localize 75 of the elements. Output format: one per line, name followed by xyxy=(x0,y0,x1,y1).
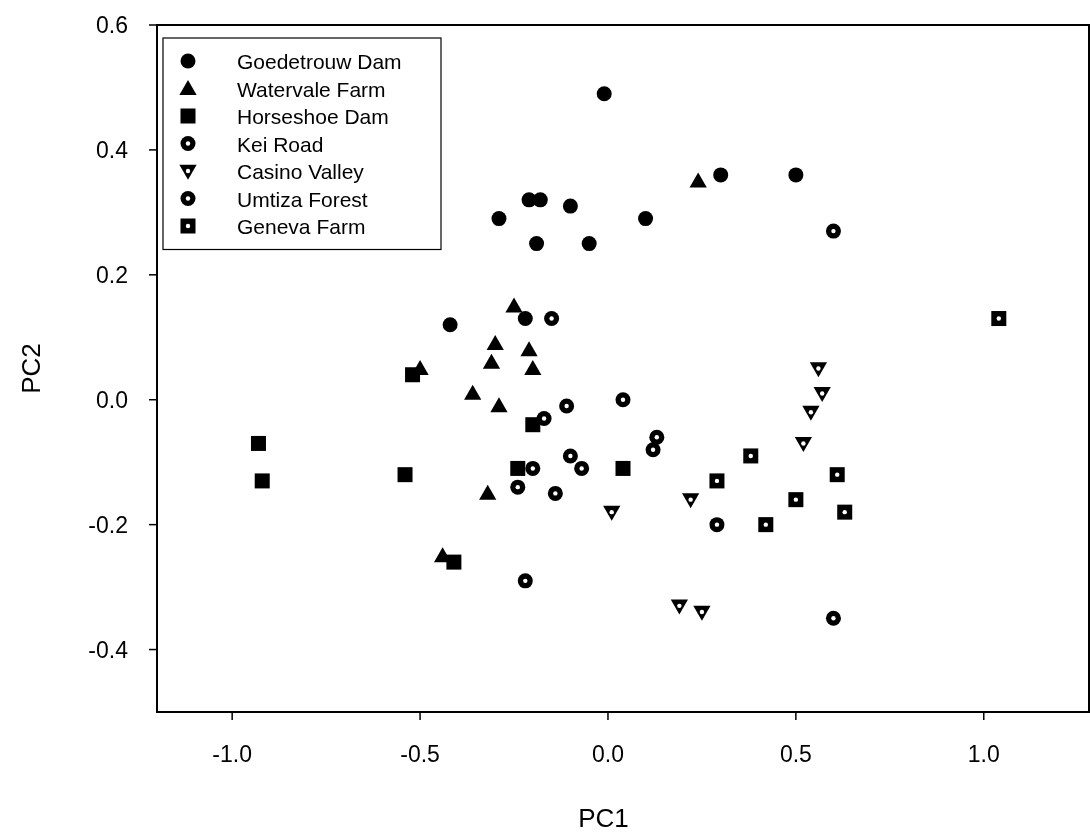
point xyxy=(536,410,552,426)
y-tick-label: 0.0 xyxy=(96,386,128,413)
y-tick-label: -0.4 xyxy=(88,636,129,663)
point xyxy=(529,236,545,252)
legend-label: Kei Road xyxy=(237,132,324,156)
point xyxy=(581,236,597,252)
point xyxy=(802,405,820,421)
legend-label: Horseshoe Dam xyxy=(237,105,389,128)
point xyxy=(562,448,578,464)
point xyxy=(505,297,523,313)
point xyxy=(250,435,266,451)
point xyxy=(825,610,841,626)
y-tick-label: 0.4 xyxy=(96,136,129,163)
x-axis-title: PC1 xyxy=(578,803,629,833)
point xyxy=(524,359,542,375)
point xyxy=(709,473,725,489)
point xyxy=(510,460,526,476)
point xyxy=(574,460,590,476)
point xyxy=(837,504,853,520)
x-tick-label: 1.0 xyxy=(967,741,1000,767)
legend-label: Geneva Farm xyxy=(237,215,366,238)
point xyxy=(510,479,526,495)
point xyxy=(559,398,575,414)
legend-label: Watervale Farm xyxy=(237,77,386,101)
point xyxy=(491,211,507,227)
point xyxy=(482,353,501,369)
point xyxy=(689,172,707,188)
point xyxy=(486,334,504,350)
legend-label: Casino Valley xyxy=(237,160,365,183)
x-tick-label: -1.0 xyxy=(212,741,252,767)
point xyxy=(615,460,631,476)
point xyxy=(813,387,831,403)
point xyxy=(788,167,804,183)
point xyxy=(442,317,458,333)
point xyxy=(405,367,421,383)
y-tick-label: 0.2 xyxy=(96,261,128,288)
point xyxy=(615,392,631,408)
point xyxy=(490,397,508,413)
point xyxy=(525,417,541,433)
point xyxy=(464,384,482,400)
point xyxy=(638,211,654,227)
point xyxy=(446,554,462,570)
point xyxy=(758,517,774,533)
point xyxy=(743,448,759,464)
point xyxy=(709,517,725,533)
point xyxy=(788,492,804,508)
point xyxy=(670,599,688,615)
point xyxy=(479,484,497,500)
point xyxy=(596,86,612,102)
point xyxy=(794,437,813,453)
x-tick-label: 0.5 xyxy=(779,741,812,767)
y-axis-title: PC2 xyxy=(16,343,46,394)
point xyxy=(544,311,560,327)
point xyxy=(397,467,413,483)
point xyxy=(645,442,661,458)
point xyxy=(562,198,578,214)
legend-label: Umtiza Forest xyxy=(237,187,368,211)
point xyxy=(532,192,548,208)
y-tick-label: 0.6 xyxy=(96,12,128,38)
point xyxy=(517,311,533,327)
point xyxy=(713,167,729,183)
point xyxy=(254,473,270,489)
point xyxy=(525,460,541,476)
point xyxy=(809,362,828,378)
x-tick-label: -0.5 xyxy=(400,741,440,767)
y-tick-label: -0.2 xyxy=(88,511,128,538)
point xyxy=(991,311,1007,327)
point xyxy=(829,467,845,483)
point xyxy=(520,341,538,357)
point xyxy=(825,223,841,239)
point xyxy=(547,485,563,501)
x-tick-label: 0.0 xyxy=(591,741,624,767)
point xyxy=(517,573,533,589)
legend-label: Goedetrouw Dam xyxy=(237,50,402,73)
point xyxy=(682,493,700,509)
